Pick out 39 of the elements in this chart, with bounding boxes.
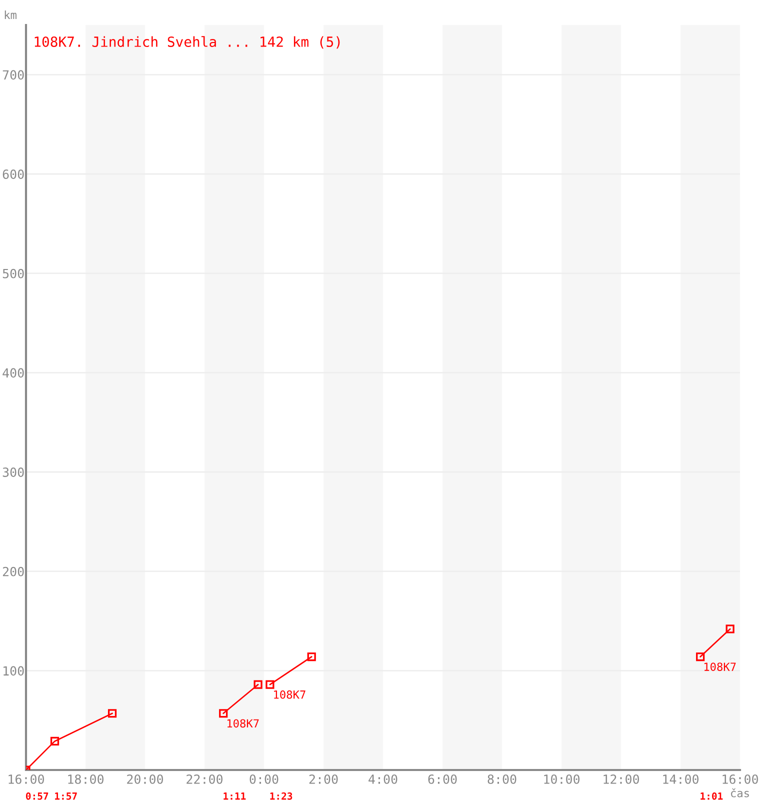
x-tick-label: 20:00: [127, 774, 164, 784]
text: 1:23: [270, 792, 292, 800]
x-tick-label: 16:00: [722, 774, 758, 784]
annotation: 108K7: [274, 690, 306, 699]
y-tick-label: 300: [2, 468, 24, 477]
text: 108K7. Jindrich Svehla ... 142 km (5): [34, 36, 340, 49]
x-tick-label: 2:00: [309, 774, 338, 784]
x-tick-label: 8:00: [488, 774, 516, 784]
point: [307, 652, 316, 662]
x-tick-label: 12:00: [604, 774, 640, 784]
text: 0:57: [26, 792, 48, 800]
annotation: 108K7: [704, 662, 736, 671]
x-tick-label: 18:00: [68, 774, 104, 784]
point: [696, 652, 705, 662]
x-tick-label: 14:00: [663, 774, 699, 784]
y-tick-label: 400: [2, 368, 24, 378]
x-tick-label: 10:00: [544, 774, 580, 784]
y-tick-label: 700: [2, 70, 24, 80]
point: [219, 709, 228, 718]
text: 1:01: [700, 792, 723, 800]
text: 1:11: [224, 792, 246, 800]
annotation: 108K7: [227, 719, 259, 728]
point: [50, 736, 60, 746]
x-tick-label: 4:00: [368, 774, 398, 784]
x-tick-label: 22:00: [186, 774, 223, 784]
x-axis-title: čas: [731, 788, 749, 798]
x-tick-label: 0:00: [250, 774, 278, 784]
y-tick-label: 600: [2, 170, 24, 179]
point: [266, 680, 274, 689]
y-axis-title: km: [4, 10, 16, 19]
point: [254, 680, 262, 689]
x-tick-label: 16:00: [8, 774, 44, 784]
point: [108, 709, 117, 718]
point: [726, 624, 734, 634]
y-tick-label: 100: [4, 666, 24, 676]
text: 1:57: [55, 792, 77, 800]
x-tick-label: 6:00: [428, 774, 457, 784]
y-tick-label: 500: [2, 268, 24, 278]
y-tick-label: 200: [2, 566, 24, 576]
